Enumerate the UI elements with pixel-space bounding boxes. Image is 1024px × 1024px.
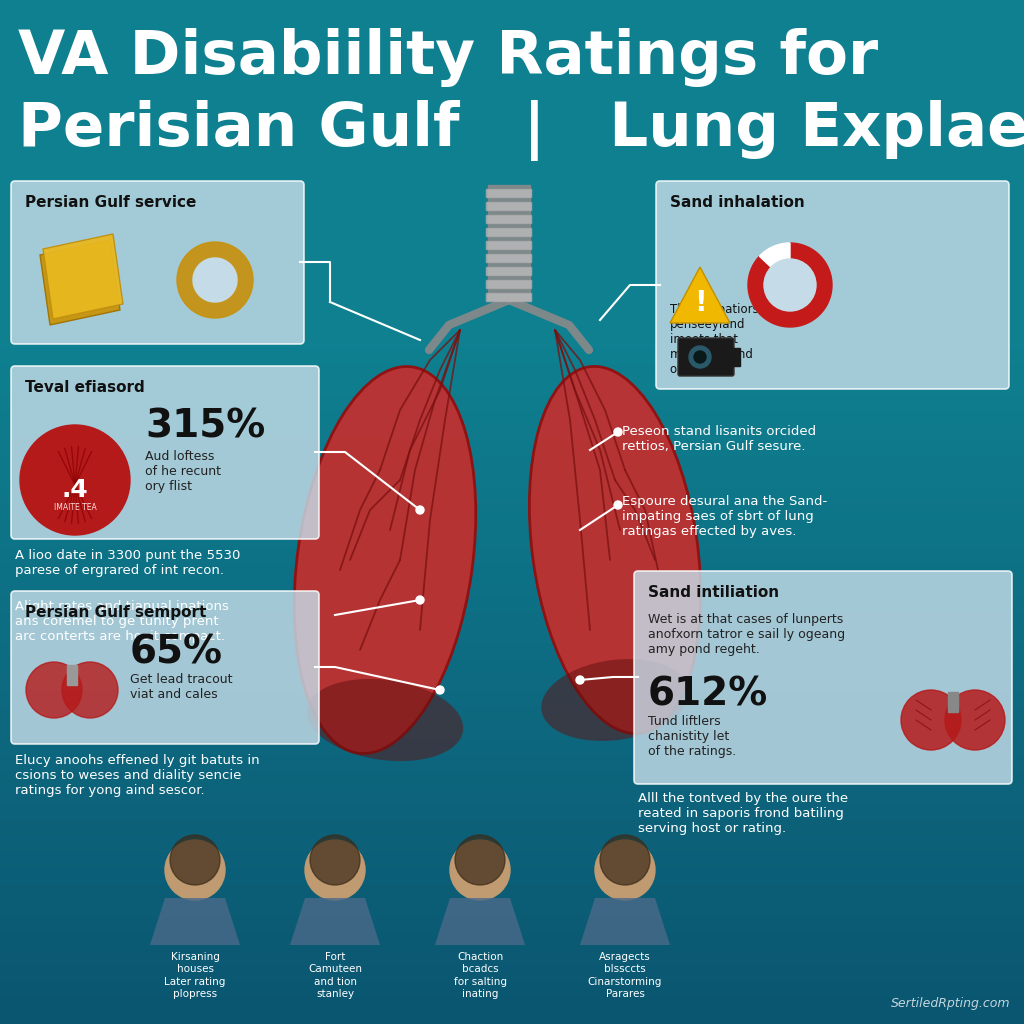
Text: 612%: 612%	[648, 675, 768, 713]
Circle shape	[901, 690, 961, 750]
Text: Kirsaning
houses
Later rating
plopress: Kirsaning houses Later rating plopress	[164, 952, 225, 999]
Text: Teval efiasord: Teval efiasord	[25, 380, 144, 395]
Circle shape	[614, 428, 622, 436]
Circle shape	[575, 676, 584, 684]
FancyBboxPatch shape	[486, 267, 532, 276]
FancyBboxPatch shape	[486, 280, 532, 289]
FancyBboxPatch shape	[486, 293, 532, 302]
Polygon shape	[177, 242, 253, 318]
Polygon shape	[150, 898, 240, 945]
Text: IMAITE TEA: IMAITE TEA	[53, 504, 96, 512]
Text: Fort
Camuteen
and tion
stanley: Fort Camuteen and tion stanley	[308, 952, 362, 999]
Ellipse shape	[542, 659, 689, 741]
FancyBboxPatch shape	[486, 254, 532, 263]
Text: Asragects
blssccts
Cinarstorming
Parares: Asragects blssccts Cinarstorming Parares	[588, 952, 663, 999]
Polygon shape	[670, 267, 730, 323]
Text: Chaction
bcadcs
for salting
inating: Chaction bcadcs for salting inating	[454, 952, 507, 999]
Circle shape	[62, 662, 118, 718]
Circle shape	[689, 346, 711, 368]
Circle shape	[416, 596, 424, 604]
FancyBboxPatch shape	[11, 591, 319, 744]
Ellipse shape	[307, 679, 463, 761]
Circle shape	[305, 840, 365, 900]
Text: !: !	[693, 289, 707, 317]
Circle shape	[764, 259, 816, 311]
Circle shape	[170, 835, 220, 885]
FancyBboxPatch shape	[634, 571, 1012, 784]
Text: SertiledRpting.com: SertiledRpting.com	[891, 997, 1010, 1010]
Polygon shape	[760, 243, 790, 285]
Text: A lioo date in 3300 punt the 5530
parese of ergrared of int recon.: A lioo date in 3300 punt the 5530 parese…	[15, 549, 241, 577]
FancyBboxPatch shape	[678, 338, 734, 376]
Text: VA Disabiility Ratings for: VA Disabiility Ratings for	[18, 28, 879, 87]
Circle shape	[455, 835, 505, 885]
Text: Elucy anoohs effened ly git batuts in
csions to weses and diality sencie
ratings: Elucy anoohs effened ly git batuts in cs…	[15, 754, 260, 797]
Text: Espoure desural ana the Sand-
impating saes of sbrt of lung
ratingas effected by: Espoure desural ana the Sand- impating s…	[622, 495, 827, 538]
Circle shape	[600, 835, 650, 885]
Text: 315%: 315%	[145, 408, 265, 446]
Ellipse shape	[294, 367, 476, 754]
Circle shape	[26, 662, 82, 718]
Text: Sand inhalation: Sand inhalation	[670, 195, 805, 210]
FancyBboxPatch shape	[486, 202, 532, 211]
FancyBboxPatch shape	[486, 189, 532, 198]
Text: Alight rates and tianual inations
ans coremel to ge tunity prent
arc conterts ar: Alight rates and tianual inations ans co…	[15, 600, 229, 643]
Circle shape	[436, 686, 444, 694]
Text: Get lead tracout
viat and cales: Get lead tracout viat and cales	[130, 673, 232, 701]
Bar	[67, 665, 77, 685]
Circle shape	[450, 840, 510, 900]
Polygon shape	[193, 258, 237, 302]
Bar	[948, 692, 958, 712]
Text: Persian Gulf service: Persian Gulf service	[25, 195, 197, 210]
Text: Tund liftlers
chanistity let
of the ratings.: Tund liftlers chanistity let of the rati…	[648, 715, 736, 758]
Text: Alll the tontved by the oure the
reated in saporis frond batiling
serving host o: Alll the tontved by the oure the reated …	[638, 792, 848, 835]
Circle shape	[20, 425, 130, 535]
Circle shape	[310, 835, 360, 885]
Circle shape	[416, 506, 424, 514]
Bar	[488, 185, 530, 300]
Text: Perisian Gulf   |   Lung Explaed: Perisian Gulf | Lung Explaed	[18, 100, 1024, 161]
FancyBboxPatch shape	[486, 215, 532, 224]
Polygon shape	[40, 240, 120, 325]
Circle shape	[595, 840, 655, 900]
Text: Persian Gulf semport: Persian Gulf semport	[25, 605, 207, 620]
Ellipse shape	[529, 367, 700, 733]
FancyBboxPatch shape	[11, 366, 319, 539]
Polygon shape	[748, 243, 831, 327]
Text: Aud loftess
of he recunt
ory flist: Aud loftess of he recunt ory flist	[145, 450, 221, 493]
Text: .4: .4	[61, 478, 88, 502]
Bar	[722, 348, 740, 366]
FancyBboxPatch shape	[11, 181, 304, 344]
Circle shape	[945, 690, 1005, 750]
FancyBboxPatch shape	[656, 181, 1009, 389]
FancyBboxPatch shape	[486, 241, 532, 250]
Polygon shape	[580, 898, 670, 945]
Polygon shape	[43, 234, 123, 319]
Text: Wet is at that cases of lunperts
anofxorn tatror e sail ly ogeang
amy pond regeh: Wet is at that cases of lunperts anofxor…	[648, 613, 845, 656]
Circle shape	[614, 501, 622, 509]
Text: Sand intiliation: Sand intiliation	[648, 585, 779, 600]
Text: Peseon stand lisanits orcided
rettios, Persian Gulf sesure.: Peseon stand lisanits orcided rettios, P…	[622, 425, 816, 453]
Circle shape	[165, 840, 225, 900]
Polygon shape	[290, 898, 380, 945]
Text: 65%: 65%	[130, 633, 223, 671]
FancyBboxPatch shape	[486, 228, 532, 237]
Polygon shape	[435, 898, 525, 945]
Text: The infaoatiors
penseeyiand
imoots that
mera lnugand
of plows.: The infaoatiors penseeyiand imoots that …	[670, 303, 759, 376]
Circle shape	[694, 351, 706, 362]
